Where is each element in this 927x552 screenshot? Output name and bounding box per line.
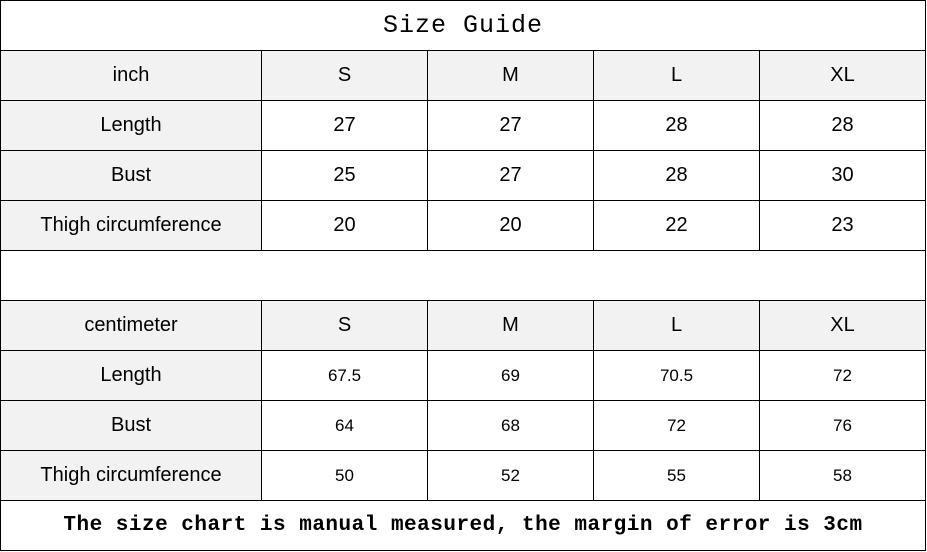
cell-value: 69 — [427, 350, 594, 401]
cell-value: 52 — [427, 450, 594, 501]
cell-value: 64 — [261, 400, 428, 451]
cell-value: 28 — [593, 100, 760, 151]
cell-value: 28 — [758, 100, 927, 151]
row-label: Length — [0, 100, 262, 151]
cell-value: 55 — [593, 450, 760, 501]
cell-value: 58 — [758, 450, 927, 501]
table-row: Thigh circumference 50 52 55 58 — [0, 450, 927, 501]
cell-value: 70.5 — [593, 350, 760, 401]
footer-row: The size chart is manual measured, the m… — [0, 500, 927, 551]
table-row: Length 67.5 69 70.5 72 — [0, 350, 927, 401]
cell-value: 20 — [261, 200, 428, 251]
unit-label: centimeter — [0, 300, 262, 351]
page-title: Size Guide — [0, 0, 927, 51]
table-row: Thigh circumference 20 20 22 23 — [0, 200, 927, 251]
cell-value: 27 — [427, 100, 594, 151]
title-row: Size Guide — [0, 0, 927, 51]
row-label: Thigh circumference — [0, 200, 262, 251]
spacer-row — [0, 250, 927, 301]
cell-value: 76 — [758, 400, 927, 451]
size-header: S — [261, 300, 428, 351]
cell-value: 25 — [261, 150, 428, 201]
footer-note: The size chart is manual measured, the m… — [0, 500, 927, 551]
cell-value: 30 — [758, 150, 927, 201]
cell-value: 72 — [593, 400, 760, 451]
size-header: XL — [758, 50, 927, 101]
size-header: M — [427, 300, 594, 351]
cell-value: 72 — [758, 350, 927, 401]
table-row: Bust 25 27 28 30 — [0, 150, 927, 201]
cell-value: 27 — [427, 150, 594, 201]
size-header: XL — [758, 300, 927, 351]
size-header: M — [427, 50, 594, 101]
cell-value: 28 — [593, 150, 760, 201]
row-label: Bust — [0, 150, 262, 201]
cm-header-row: centimeter S M L XL — [0, 300, 927, 351]
unit-label: inch — [0, 50, 262, 101]
cell-value: 67.5 — [261, 350, 428, 401]
cell-value: 27 — [261, 100, 428, 151]
spacer-cell — [0, 250, 927, 301]
size-header: L — [593, 300, 760, 351]
cell-value: 20 — [427, 200, 594, 251]
size-header: S — [261, 50, 428, 101]
inch-header-row: inch S M L XL — [0, 50, 927, 101]
table-row: Length 27 27 28 28 — [0, 100, 927, 151]
row-label: Thigh circumference — [0, 450, 262, 501]
cell-value: 50 — [261, 450, 428, 501]
row-label: Length — [0, 350, 262, 401]
size-header: L — [593, 50, 760, 101]
table-row: Bust 64 68 72 76 — [0, 400, 927, 451]
cell-value: 22 — [593, 200, 760, 251]
cell-value: 68 — [427, 400, 594, 451]
row-label: Bust — [0, 400, 262, 451]
cell-value: 23 — [758, 200, 927, 251]
